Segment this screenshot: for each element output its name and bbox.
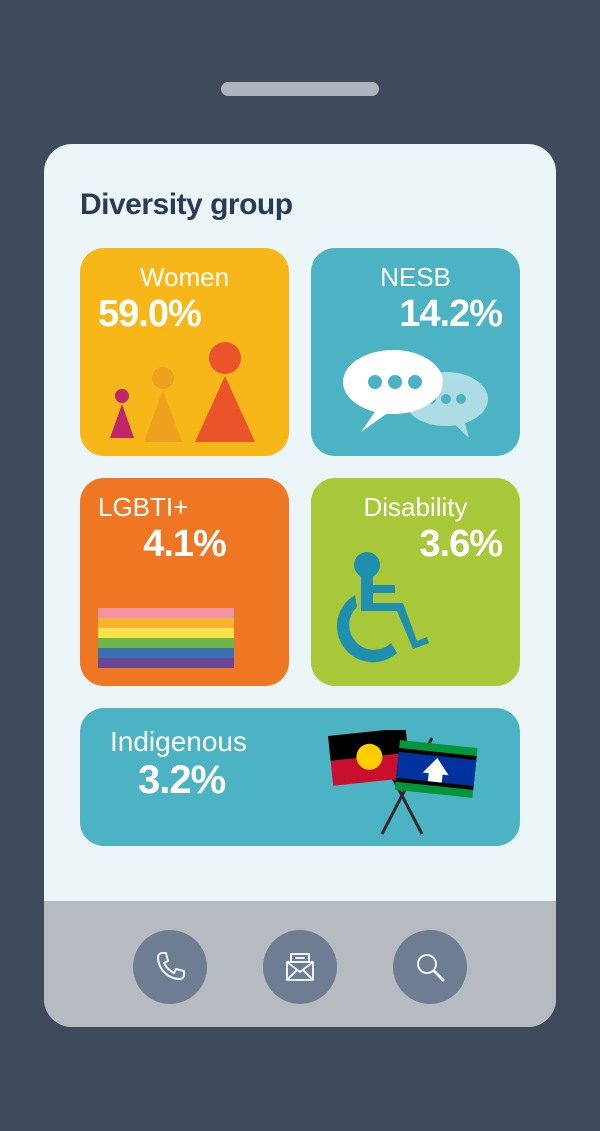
rainbow-flag-icon — [98, 608, 234, 668]
card-women-label: Women — [98, 262, 271, 293]
card-grid: Women 59.0% — [80, 248, 520, 846]
speech-bubbles-icon — [311, 344, 520, 444]
wheelchair-icon — [325, 551, 435, 676]
woman-medium-icon — [144, 367, 182, 442]
card-disability: Disability 3.6% — [311, 478, 520, 686]
card-nesb-value: 14.2% — [329, 293, 502, 336]
card-indigenous: Indigenous 3.2% — [80, 708, 520, 846]
card-lgbti: LGBTI+ 4.1% — [80, 478, 289, 686]
card-lgbti-label: LGBTI+ — [98, 492, 271, 523]
phone-icon — [152, 949, 188, 985]
dock-search-button[interactable] — [393, 930, 467, 1004]
woman-large-icon — [195, 342, 255, 442]
indigenous-flags-icon — [312, 730, 492, 845]
home-button[interactable] — [265, 1041, 335, 1111]
card-disability-label: Disability — [329, 492, 502, 523]
card-indigenous-value: 3.2% — [110, 758, 320, 803]
card-nesb: NESB 14.2% — [311, 248, 520, 456]
card-indigenous-label: Indigenous — [110, 726, 320, 758]
women-icon — [80, 338, 289, 442]
search-icon — [412, 949, 448, 985]
card-women: Women 59.0% — [80, 248, 289, 456]
phone-speaker — [221, 82, 379, 96]
card-women-value: 59.0% — [98, 293, 271, 336]
dock-phone-button[interactable] — [133, 930, 207, 1004]
woman-small-icon — [110, 389, 134, 438]
phone-screen: Diversity group Women 59.0% — [44, 144, 556, 1027]
card-lgbti-value: 4.1% — [98, 523, 271, 566]
card-nesb-label: NESB — [329, 262, 502, 293]
dock-mail-button[interactable] — [263, 930, 337, 1004]
page-title: Diversity group — [80, 188, 520, 222]
dock-bar — [44, 901, 556, 1027]
mail-icon — [281, 948, 319, 986]
content-area: Diversity group Women 59.0% — [44, 144, 556, 846]
phone-frame: Diversity group Women 59.0% — [0, 0, 600, 1131]
